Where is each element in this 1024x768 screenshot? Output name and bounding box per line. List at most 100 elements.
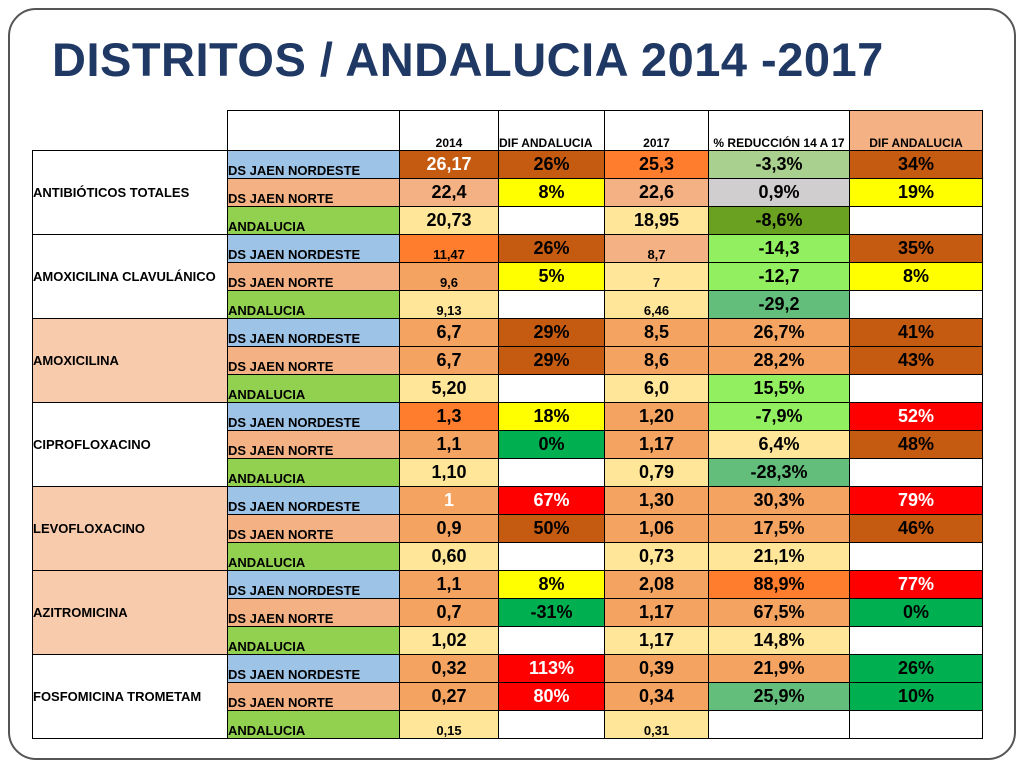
value-2017-cell: 0,73: [604, 542, 709, 571]
table-row: DS JAEN NORTE 0,9 50% 1,06 17,5% 46%: [33, 514, 983, 543]
value-2014-cell: 1,3: [399, 402, 499, 431]
table-row: DS JAEN NORTE 9,6 5% 7 -12,7 8%: [33, 262, 983, 291]
region-cell: ANDALUCIA: [227, 290, 400, 319]
table-row: AMOXICILINA DS JAEN NORDESTE 6,7 29% 8,5 26,7…: [32, 318, 983, 403]
reduccion-cell: 21,1%: [708, 542, 850, 571]
value-2014-cell: 20,73: [399, 206, 499, 235]
table-row: DS JAEN NORTE 0,7 -31% 1,17 67,5% 0%: [33, 598, 983, 627]
value-2017-cell: 2,08: [604, 570, 709, 599]
value-2017-cell: 0,31: [604, 710, 709, 739]
region-cell: DS JAEN NORDESTE: [227, 654, 400, 683]
region-cell: ANDALUCIA: [227, 374, 400, 403]
header-corner-cell: [32, 110, 228, 151]
reduccion-cell: 15,5%: [708, 374, 850, 403]
dif-andalucia-2-cell: [849, 206, 983, 235]
dif-andalucia-1-cell: [498, 206, 605, 235]
value-2014-cell: 9,6: [399, 262, 499, 291]
table-row: FOSFOMICINA TROMETAM DS JAEN NORDESTE 0,32…: [32, 654, 983, 739]
group-label: AMOXICILINA CLAVULÁNICO: [32, 234, 228, 319]
value-2014-cell: 22,4: [399, 178, 499, 207]
dif-andalucia-1-cell: 80%: [498, 682, 605, 711]
value-2017-cell: 1,17: [604, 598, 709, 627]
region-cell: DS JAEN NORTE: [227, 598, 400, 627]
table-row: DS JAEN NORTE 6,7 29% 8,6 28,2% 43%: [33, 346, 983, 375]
dif-andalucia-1-cell: -31%: [498, 598, 605, 627]
value-2017-cell: 18,95: [604, 206, 709, 235]
value-2017-cell: 1,17: [604, 626, 709, 655]
dif-andalucia-1-cell: 8%: [498, 570, 605, 599]
dif-andalucia-1-cell: 113%: [498, 654, 605, 683]
dif-andalucia-1-cell: 5%: [498, 262, 605, 291]
dif-andalucia-1-cell: [498, 458, 605, 487]
value-2014-cell: 1,10: [399, 458, 499, 487]
dif-andalucia-2-cell: 48%: [849, 430, 983, 459]
dif-andalucia-2-cell: 52%: [849, 402, 983, 431]
region-cell: DS JAEN NORTE: [227, 430, 400, 459]
reduccion-cell: 88,9%: [708, 570, 850, 599]
region-cell: ANDALUCIA: [227, 710, 400, 739]
value-2017-cell: 8,7: [604, 234, 709, 263]
value-2017-cell: 8,5: [604, 318, 709, 347]
region-cell: DS JAEN NORTE: [227, 682, 400, 711]
table-row: ANDALUCIA 5,20 6,0 15,5%: [33, 374, 983, 403]
reduccion-cell: [708, 710, 850, 739]
value-2017-cell: 0,34: [604, 682, 709, 711]
reduccion-cell: -8,6%: [708, 206, 850, 235]
region-cell: DS JAEN NORTE: [227, 178, 400, 207]
value-2017-cell: 1,20: [604, 402, 709, 431]
reduccion-cell: 21,9%: [708, 654, 850, 683]
reduccion-cell: 6,4%: [708, 430, 850, 459]
dif-andalucia-2-cell: 43%: [849, 346, 983, 375]
header-region-cell: [227, 110, 400, 151]
region-cell: ANDALUCIA: [227, 542, 400, 571]
value-2017-cell: 1,30: [604, 486, 709, 515]
dif-andalucia-2-cell: 35%: [849, 234, 983, 263]
group-label: CIPROFLOXACINO: [32, 402, 228, 487]
dif-andalucia-2-cell: 41%: [849, 318, 983, 347]
dif-andalucia-2-cell: [849, 374, 983, 403]
value-2017-cell: 8,6: [604, 346, 709, 375]
value-2017-cell: 6,0: [604, 374, 709, 403]
value-2017-cell: 6,46: [604, 290, 709, 319]
reduccion-cell: -29,2: [708, 290, 850, 319]
value-2017-cell: 25,3: [604, 150, 709, 179]
group-label: AMOXICILINA: [32, 318, 228, 403]
region-cell: DS JAEN NORDESTE: [227, 234, 400, 263]
header-2014: 2014: [399, 110, 499, 151]
dif-andalucia-1-cell: 18%: [498, 402, 605, 431]
reduccion-cell: -14,3: [708, 234, 850, 263]
table-row: DS JAEN NORTE 22,4 8% 22,6 0,9% 19%: [33, 178, 983, 207]
group-label: FOSFOMICINA TROMETAM: [32, 654, 228, 739]
dif-andalucia-1-cell: 29%: [498, 346, 605, 375]
reduccion-cell: -7,9%: [708, 402, 850, 431]
dif-andalucia-1-cell: [498, 374, 605, 403]
table-row: CIPROFLOXACINO DS JAEN NORDESTE 1,3 18% 1,20…: [32, 402, 983, 487]
table-row: ANTIBIÓTICOS TOTALES DS JAEN NORDESTE 26,1…: [32, 150, 983, 235]
table-row: AMOXICILINA CLAVULÁNICO DS JAEN NORDESTE 1…: [32, 234, 983, 319]
value-2017-cell: 1,06: [604, 514, 709, 543]
reduccion-cell: 28,2%: [708, 346, 850, 375]
reduccion-cell: 0,9%: [708, 178, 850, 207]
reduccion-cell: -3,3%: [708, 150, 850, 179]
value-2017-cell: 7: [604, 262, 709, 291]
group-label: AZITROMICINA: [32, 570, 228, 655]
reduccion-cell: -28,3%: [708, 458, 850, 487]
dif-andalucia-2-cell: [849, 542, 983, 571]
region-cell: ANDALUCIA: [227, 626, 400, 655]
value-2017-cell: 0,39: [604, 654, 709, 683]
value-2017-cell: 1,17: [604, 430, 709, 459]
dif-andalucia-2-cell: 26%: [849, 654, 983, 683]
table-row: ANDALUCIA 0,60 0,73 21,1%: [33, 542, 983, 571]
value-2014-cell: 1,1: [399, 570, 499, 599]
region-cell: ANDALUCIA: [227, 206, 400, 235]
table-body: 2014 DIF ANDALUCIA 2017 % REDUCCIÓN 14 A…: [32, 110, 983, 739]
region-cell: DS JAEN NORDESTE: [227, 402, 400, 431]
dif-andalucia-2-cell: 19%: [849, 178, 983, 207]
dif-andalucia-2-cell: [849, 626, 983, 655]
header-dif-andalucia-1: DIF ANDALUCIA: [498, 110, 605, 151]
value-2014-cell: 6,7: [399, 318, 499, 347]
dif-andalucia-2-cell: 77%: [849, 570, 983, 599]
value-2014-cell: 0,32: [399, 654, 499, 683]
header-2017: 2017: [604, 110, 709, 151]
dif-andalucia-2-cell: 0%: [849, 598, 983, 627]
